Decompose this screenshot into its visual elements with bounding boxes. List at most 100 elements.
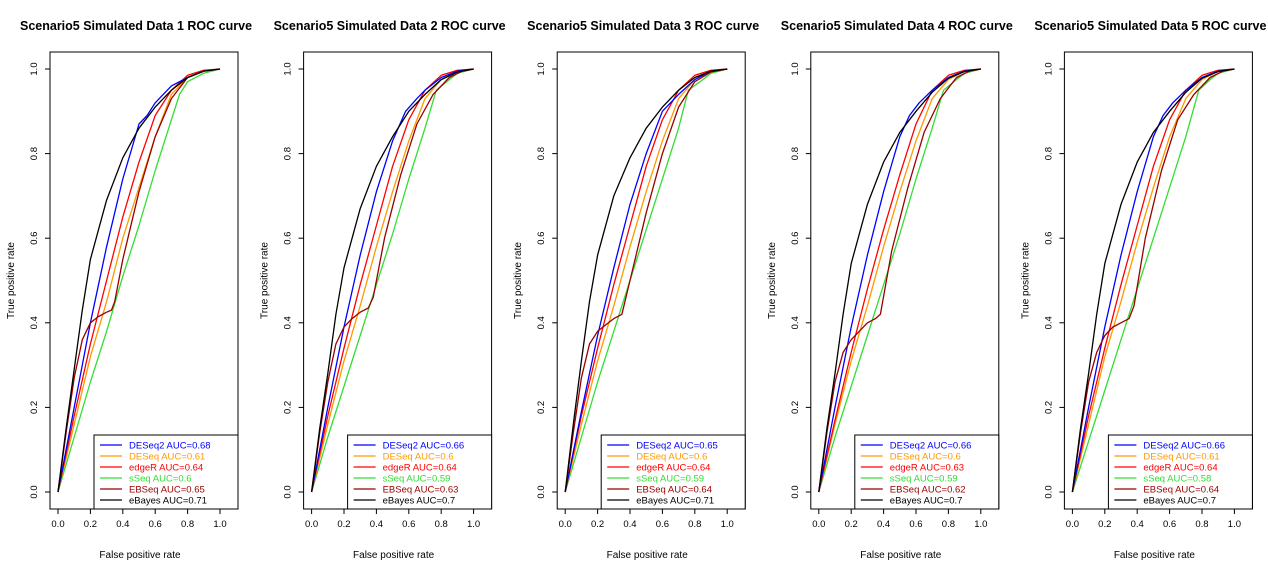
roc-panel-1: Scenario5 Simulated Data 1 ROC curve 0.0 0… xyxy=(6,19,252,561)
series-line-deseq2 xyxy=(564,68,728,493)
legend-entry-edger: edgeR AUC=0.64 xyxy=(636,463,710,474)
series-line-edger xyxy=(1071,68,1235,493)
x-tick-label: 0.2 xyxy=(1098,519,1111,530)
series-line-ebseq xyxy=(564,68,728,493)
series-line-edger xyxy=(818,68,981,493)
x-tick-label: 0.4 xyxy=(877,519,890,530)
roc-panel-5: Scenario5 Simulated Data 5 ROC curve 0.0 0… xyxy=(1020,19,1266,561)
series-line-ebayes xyxy=(818,68,981,493)
y-tick-label: 1.0 xyxy=(790,62,801,75)
y-tick-label: 0.6 xyxy=(29,232,40,245)
y-tick-label: 0.0 xyxy=(1043,485,1054,498)
legend-entry-deseq: DESeq AUC=0.61 xyxy=(1143,452,1219,463)
legend-entry-deseq2: DESeq2 AUC=0.66 xyxy=(1143,441,1225,452)
legend-entry-ebayes: eBayes AUC=0.71 xyxy=(636,496,714,507)
series-line-edger xyxy=(310,68,474,493)
series-line-deseq xyxy=(818,68,981,493)
y-tick-label: 0.6 xyxy=(790,232,801,245)
x-tick-label: 0.0 xyxy=(305,519,318,530)
legend-box xyxy=(600,434,746,510)
x-axis-label: False positive rate xyxy=(607,550,689,561)
y-tick-label: 0.0 xyxy=(283,485,294,498)
y-tick-label: 1.0 xyxy=(283,62,294,75)
x-tick-label: 0.2 xyxy=(337,519,350,530)
series-line-sseq xyxy=(818,68,981,493)
y-tick-label: 0.2 xyxy=(1043,401,1054,414)
y-tick-label: 0.8 xyxy=(536,147,547,160)
x-tick-label: 1.0 xyxy=(1228,519,1241,530)
legend-entry-deseq: DESeq AUC=0.61 xyxy=(129,452,205,463)
series-line-ebayes xyxy=(57,68,221,493)
y-tick-label: 0.8 xyxy=(790,147,801,160)
series-line-ebseq xyxy=(1071,68,1235,493)
y-tick-label: 1.0 xyxy=(536,62,547,75)
y-tick-label: 0.8 xyxy=(1043,147,1054,160)
legend-entry-edger: edgeR AUC=0.64 xyxy=(383,463,457,474)
y-tick-label: 0.6 xyxy=(536,232,547,245)
legend-box xyxy=(93,434,239,510)
y-axis-label: True positive rate xyxy=(513,242,524,319)
legend-entry-edger: edgeR AUC=0.63 xyxy=(890,463,964,474)
x-tick-label: 0.0 xyxy=(51,519,64,530)
x-tick-label: 1.0 xyxy=(467,519,480,530)
chart-title: Scenario5 Simulated Data 1 ROC curve xyxy=(20,19,252,33)
series-line-deseq xyxy=(564,68,728,493)
x-tick-label: 0.8 xyxy=(1195,519,1208,530)
y-axis-label: True positive rate xyxy=(1020,242,1031,319)
series-line-sseq xyxy=(310,68,474,493)
x-tick-label: 0.6 xyxy=(1163,519,1176,530)
series-line-ebseq xyxy=(310,68,474,493)
series-line-sseq xyxy=(57,68,221,493)
series-line-edger xyxy=(57,68,221,493)
y-tick-label: 0.6 xyxy=(1043,232,1054,245)
series-line-deseq2 xyxy=(57,68,221,493)
y-tick-label: 0.2 xyxy=(536,401,547,414)
x-axis-label: False positive rate xyxy=(99,550,181,561)
legend-box xyxy=(1107,434,1253,510)
series-line-edger xyxy=(564,68,728,493)
chart-title: Scenario5 Simulated Data 3 ROC curve xyxy=(527,19,759,33)
y-axis-label: True positive rate xyxy=(260,242,271,319)
x-tick-label: 0.8 xyxy=(181,519,194,530)
roc-panel-3: Scenario5 Simulated Data 3 ROC curve 0.0 0… xyxy=(513,19,759,561)
y-tick-label: 0.0 xyxy=(790,485,801,498)
series-line-deseq xyxy=(310,68,474,493)
legend-entry-deseq2: DESeq2 AUC=0.66 xyxy=(383,441,465,452)
y-tick-label: 1.0 xyxy=(1043,62,1054,75)
y-tick-label: 0.2 xyxy=(790,401,801,414)
legend-entry-deseq2: DESeq2 AUC=0.68 xyxy=(129,441,211,452)
legend-entry-deseq: DESeq AUC=0.6 xyxy=(383,452,454,463)
series-line-ebseq xyxy=(818,68,981,493)
y-tick-label: 0.8 xyxy=(29,147,40,160)
x-tick-label: 0.2 xyxy=(591,519,604,530)
x-tick-label: 0.8 xyxy=(688,519,701,530)
legend-entry-edger: edgeR AUC=0.64 xyxy=(129,463,203,474)
legend-entry-ebseq: EBSeq AUC=0.65 xyxy=(129,485,205,496)
series-line-ebayes xyxy=(564,68,728,493)
legend-entry-deseq2: DESeq2 AUC=0.65 xyxy=(636,441,718,452)
series-line-ebayes xyxy=(1071,68,1235,493)
series-line-deseq2 xyxy=(310,68,474,493)
legend-entry-deseq: DESeq AUC=0.6 xyxy=(890,452,961,463)
y-tick-label: 0.4 xyxy=(283,316,294,329)
x-tick-label: 0.8 xyxy=(942,519,955,530)
legend-box xyxy=(347,434,493,510)
series-line-ebseq xyxy=(57,68,221,493)
series-line-sseq xyxy=(564,68,728,493)
legend-entry-ebseq: EBSeq AUC=0.62 xyxy=(890,485,966,496)
legend-entry-sseq: sSeq AUC=0.6 xyxy=(129,474,192,485)
x-tick-label: 0.0 xyxy=(812,519,825,530)
legend-entry-sseq: sSeq AUC=0.58 xyxy=(1143,474,1211,485)
y-tick-label: 0.4 xyxy=(790,316,801,329)
roc-panel-2: Scenario5 Simulated Data 2 ROC curve 0.0 0… xyxy=(260,19,506,561)
legend-entry-ebayes: eBayes AUC=0.7 xyxy=(383,496,456,507)
chart-title: Scenario5 Simulated Data 2 ROC curve xyxy=(274,19,506,33)
y-axis-label: True positive rate xyxy=(6,242,17,319)
roc-panel-4: Scenario5 Simulated Data 4 ROC curve 0.0 0… xyxy=(767,19,1013,561)
y-tick-label: 0.2 xyxy=(283,401,294,414)
x-tick-label: 0.4 xyxy=(116,519,129,530)
